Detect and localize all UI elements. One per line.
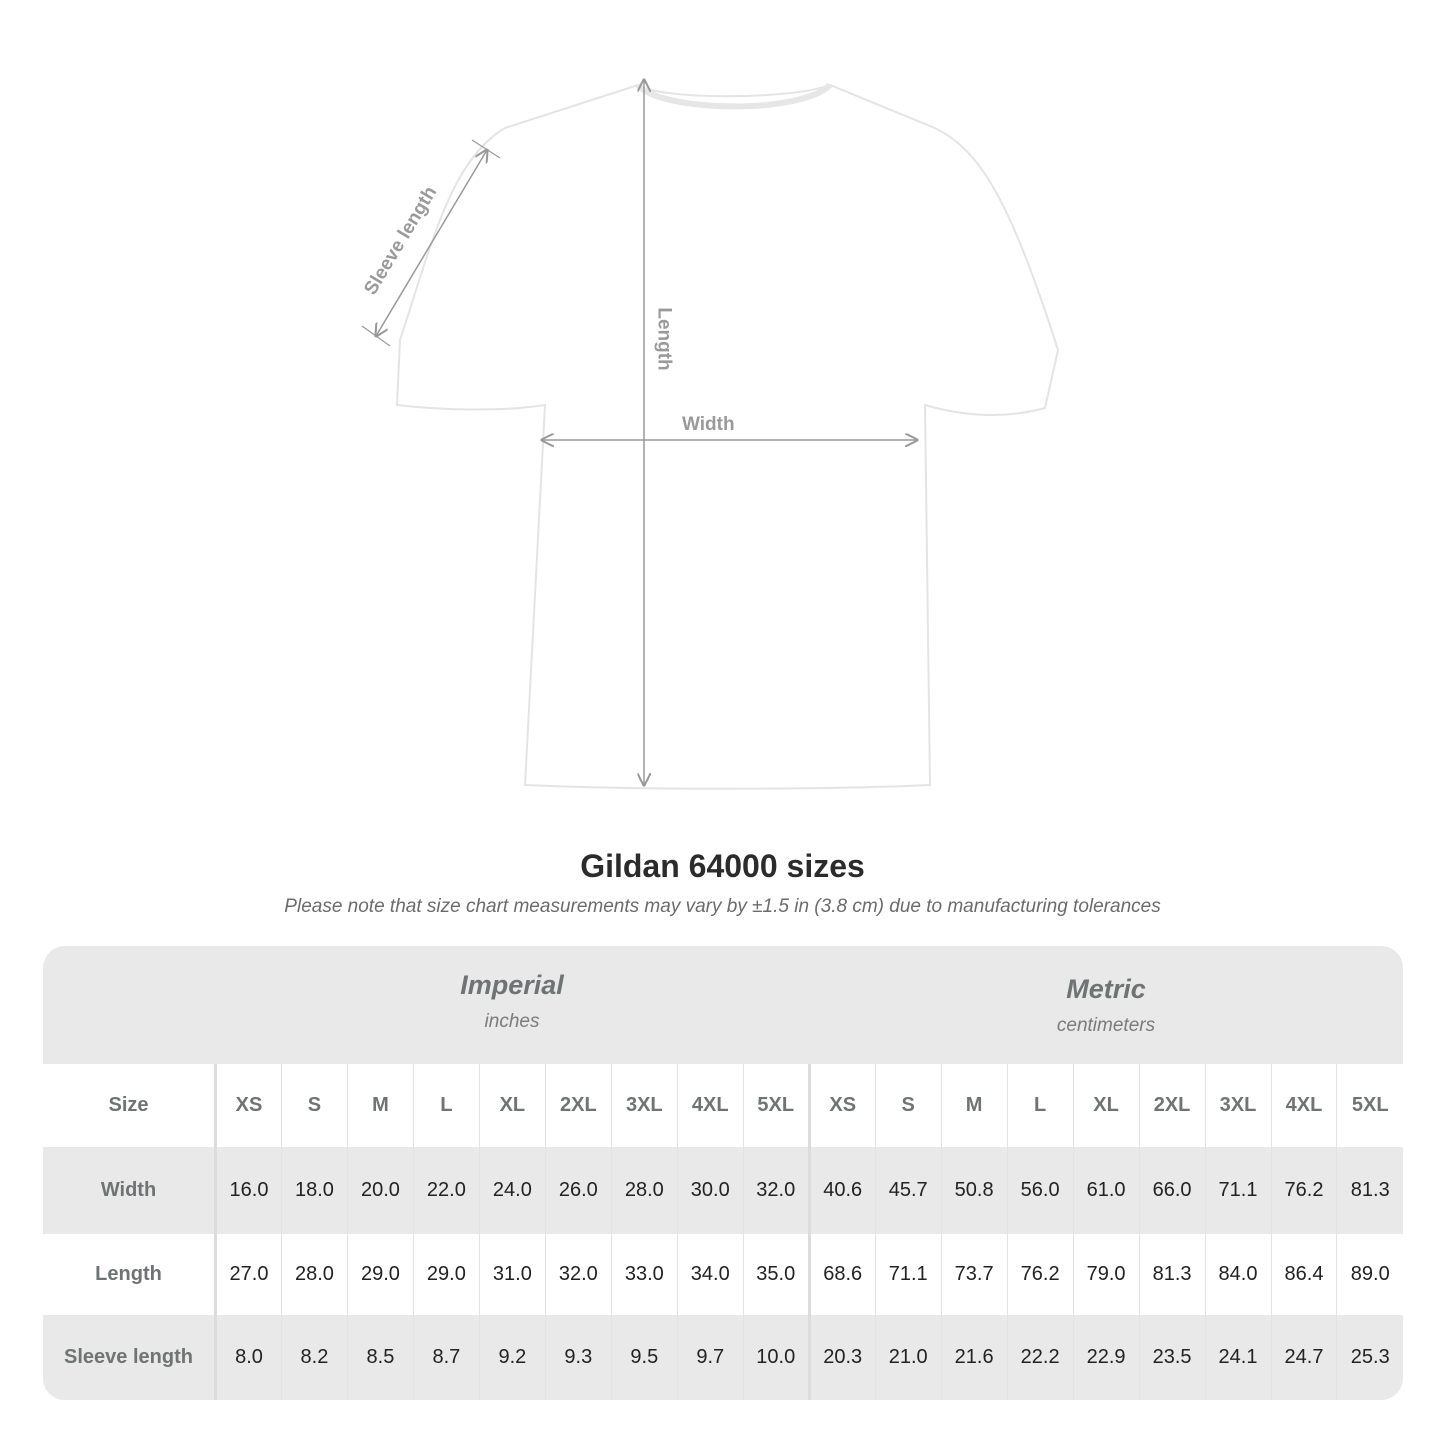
collar xyxy=(635,82,833,110)
tolerance-note: Please note that size chart measurements… xyxy=(284,896,1161,917)
imperial-cell: 34.0 xyxy=(676,1234,744,1315)
imperial-cell: 8.0 xyxy=(214,1315,282,1400)
page-title: Gildan 64000 sizes xyxy=(580,848,865,884)
metric-cell: 79.0 xyxy=(1072,1234,1140,1315)
size-header: XS xyxy=(214,1064,282,1147)
metric-cell: 84.0 xyxy=(1204,1234,1271,1315)
size-grid: Size XS S M L XL 2XL 3XL 4XL 5XL XS S M L XL 2XL 3XL 4XL 5… xyxy=(43,1064,1403,1400)
metric-cell: 56.0 xyxy=(1006,1147,1074,1234)
size-header: S xyxy=(280,1064,348,1147)
table-row: Length 27.0 28.0 29.0 29.0 31.0 32.0 33.0 34.0 35… xyxy=(43,1234,1403,1315)
metric-title: Metric xyxy=(1066,974,1146,1004)
size-header: S xyxy=(874,1064,942,1147)
metric-cell: 24.1 xyxy=(1204,1315,1271,1400)
imperial-cell: 26.0 xyxy=(544,1147,612,1234)
metric-cell: 66.0 xyxy=(1138,1147,1206,1234)
imperial-cell: 32.0 xyxy=(742,1147,810,1234)
imperial-cell: 31.0 xyxy=(478,1234,546,1315)
table-row: Sleeve length 8.0 8.2 8.5 8.7 9.2 9.3 9.5 9.7 10.… xyxy=(43,1315,1403,1400)
metric-cell: 73.7 xyxy=(940,1234,1008,1315)
imperial-cell: 18.0 xyxy=(280,1147,348,1234)
tshirt-shape xyxy=(395,83,1060,790)
metric-cell: 89.0 xyxy=(1336,1234,1403,1315)
size-header: XL xyxy=(478,1064,546,1147)
imperial-cell: 24.0 xyxy=(478,1147,546,1234)
size-header: M xyxy=(346,1064,414,1147)
metric-cell: 45.7 xyxy=(874,1147,942,1234)
tshirt-diagram xyxy=(361,0,1060,790)
imperial-header: Imperial inches xyxy=(215,946,809,1064)
metric-header: Metric centimeters xyxy=(809,946,1403,1064)
size-header: 5XL xyxy=(742,1064,810,1147)
imperial-cell: 10.0 xyxy=(742,1315,810,1400)
metric-cell: 22.2 xyxy=(1006,1315,1074,1400)
imperial-cell: 32.0 xyxy=(544,1234,612,1315)
metric-cell: 81.3 xyxy=(1138,1234,1206,1315)
metric-unit: centimeters xyxy=(1056,1015,1156,1036)
size-table: Imperial inches Metric centimeters Size X… xyxy=(43,946,1403,1400)
size-header: XS xyxy=(807,1064,876,1147)
imperial-cell: 9.5 xyxy=(610,1315,678,1400)
imperial-title: Imperial xyxy=(460,970,564,1000)
metric-cell: 71.1 xyxy=(1204,1147,1271,1234)
size-header: 4XL xyxy=(1270,1064,1337,1147)
metric-cell: 81.3 xyxy=(1336,1147,1403,1234)
size-header: XL xyxy=(1072,1064,1140,1147)
size-header: 5XL xyxy=(1336,1064,1403,1147)
imperial-cell: 9.3 xyxy=(544,1315,612,1400)
metric-cell: 76.2 xyxy=(1270,1147,1337,1234)
metric-cell: 20.3 xyxy=(807,1315,876,1400)
imperial-cell: 8.2 xyxy=(280,1315,348,1400)
row-label: Sleeve length xyxy=(43,1315,216,1400)
width-label: Width xyxy=(682,414,735,435)
metric-cell: 21.6 xyxy=(940,1315,1008,1400)
row-label: Width xyxy=(43,1147,216,1234)
metric-cell: 68.6 xyxy=(807,1234,876,1315)
imperial-cell: 27.0 xyxy=(214,1234,282,1315)
metric-cell: 23.5 xyxy=(1138,1315,1206,1400)
metric-cell: 86.4 xyxy=(1270,1234,1337,1315)
imperial-cell: 28.0 xyxy=(610,1147,678,1234)
imperial-cell: 16.0 xyxy=(214,1147,282,1234)
size-header: 4XL xyxy=(676,1064,744,1147)
size-header: 3XL xyxy=(610,1064,678,1147)
imperial-cell: 29.0 xyxy=(412,1234,480,1315)
metric-cell: 50.8 xyxy=(940,1147,1008,1234)
size-header: 2XL xyxy=(544,1064,612,1147)
imperial-cell: 30.0 xyxy=(676,1147,744,1234)
size-header: L xyxy=(412,1064,480,1147)
imperial-cell: 29.0 xyxy=(346,1234,414,1315)
metric-cell: 22.9 xyxy=(1072,1315,1140,1400)
imperial-cell: 20.0 xyxy=(346,1147,414,1234)
row-label: Size xyxy=(43,1064,216,1147)
metric-cell: 61.0 xyxy=(1072,1147,1140,1234)
table-row: Width 16.0 18.0 20.0 22.0 24.0 26.0 28.0 30.0 32.… xyxy=(43,1147,1403,1234)
imperial-cell: 8.7 xyxy=(412,1315,480,1400)
size-header-row: Size XS S M L XL 2XL 3XL 4XL 5XL XS S M L XL 2XL 3XL 4XL 5… xyxy=(43,1064,1403,1147)
metric-cell: 21.0 xyxy=(874,1315,942,1400)
metric-cell: 24.7 xyxy=(1270,1315,1337,1400)
metric-cell: 25.3 xyxy=(1336,1315,1403,1400)
metric-cell: 71.1 xyxy=(874,1234,942,1315)
imperial-cell: 22.0 xyxy=(412,1147,480,1234)
length-label: Length xyxy=(653,307,675,371)
size-header: 2XL xyxy=(1138,1064,1206,1147)
imperial-cell: 35.0 xyxy=(742,1234,810,1315)
size-header: M xyxy=(940,1064,1008,1147)
imperial-cell: 9.7 xyxy=(676,1315,744,1400)
metric-cell: 76.2 xyxy=(1006,1234,1074,1315)
size-header: L xyxy=(1006,1064,1074,1147)
imperial-unit: inches xyxy=(484,1011,540,1032)
row-label: Length xyxy=(43,1234,216,1315)
sleeve-arrow xyxy=(376,150,487,336)
size-header: 3XL xyxy=(1204,1064,1271,1147)
metric-cell: 40.6 xyxy=(807,1147,876,1234)
imperial-cell: 9.2 xyxy=(478,1315,546,1400)
imperial-cell: 8.5 xyxy=(346,1315,414,1400)
imperial-cell: 28.0 xyxy=(280,1234,348,1315)
imperial-cell: 33.0 xyxy=(610,1234,678,1315)
